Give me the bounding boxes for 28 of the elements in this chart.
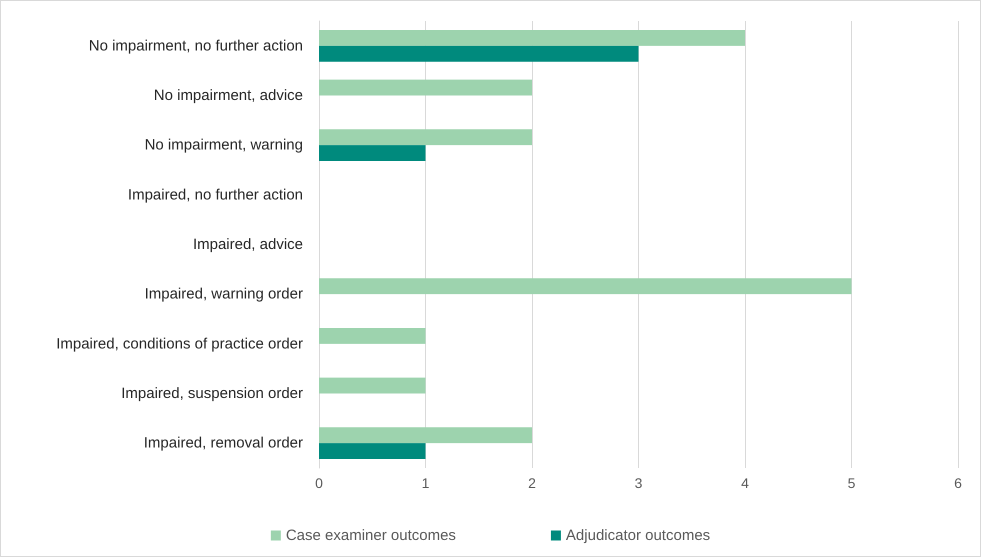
bar (319, 80, 532, 96)
y-tick-label: Impaired, advice (192, 236, 303, 253)
legend-label: Case examiner outcomes (286, 527, 456, 544)
x-tick-label: 1 (422, 475, 430, 491)
bar (319, 278, 852, 294)
bar (319, 30, 745, 46)
y-tick-label: No impairment, no further action (88, 37, 303, 54)
bar (319, 328, 426, 344)
bar (319, 46, 638, 62)
bar (319, 443, 426, 460)
y-tick-label: Impaired, suspension order (121, 385, 304, 402)
x-tick-label: 3 (634, 475, 643, 491)
x-tick-label: 0 (315, 475, 324, 491)
y-tick-label: Impaired, conditions of practice order (56, 335, 303, 352)
y-tick-label: No impairment, warning (144, 136, 303, 154)
x-tick-label: 5 (848, 475, 856, 491)
x-tick-label: 6 (954, 475, 962, 491)
legend-label: Adjudicator outcomes (566, 527, 710, 544)
bar (319, 129, 532, 146)
y-tick-label: Impaired, no further action (128, 186, 303, 204)
y-tick-label: No impairment, advice (154, 87, 303, 104)
x-tick-label: 4 (741, 475, 750, 491)
bar (319, 427, 532, 444)
x-tick-label: 2 (528, 475, 536, 491)
bar (319, 378, 426, 394)
bar (319, 145, 426, 162)
y-tick-label: Impaired, warning order (144, 286, 303, 303)
y-tick-label: Impaired, removal order (144, 434, 303, 452)
